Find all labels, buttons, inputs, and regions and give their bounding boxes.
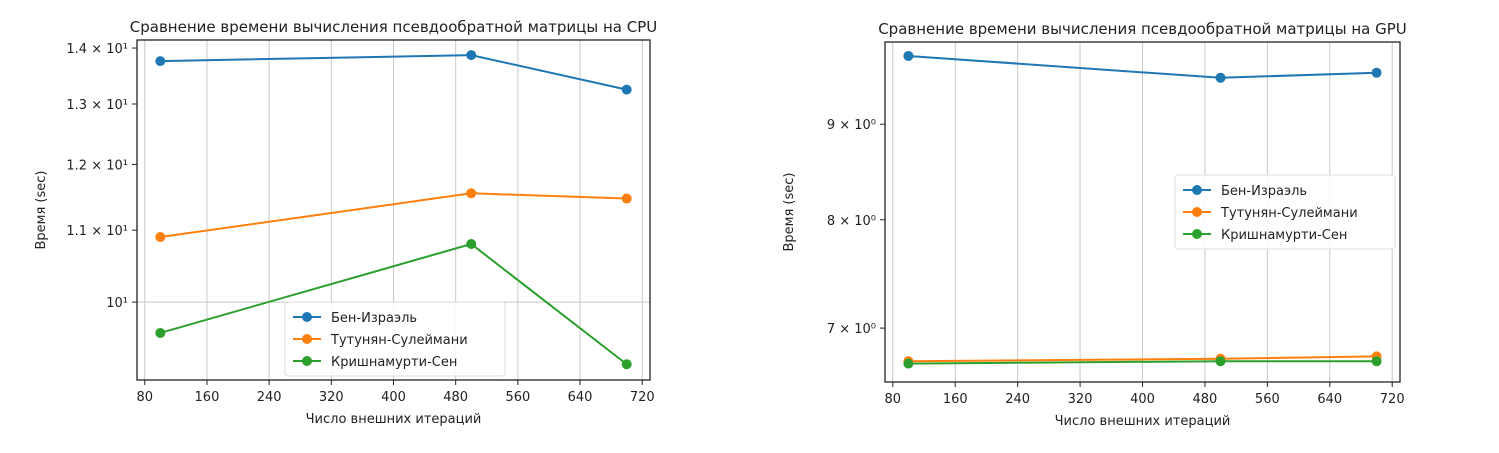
legend: Бен-Израэль Тутунян-Сулеймани Кришнамурти-… [284, 301, 506, 377]
data-point [466, 239, 477, 250]
x-tick-label: 480 [443, 390, 468, 405]
chart-gpu: 80 160 240 320 400 480 560 640 720 9 × 10⁰ 8 × 10⁰… [782, 20, 1407, 429]
legend-label: Бен-Израэль [1221, 184, 1307, 199]
legend-box [1174, 174, 1396, 250]
data-point [903, 50, 914, 61]
chart-title: Сравнение времени вычисления псевдообрат… [130, 18, 657, 36]
data-point [1371, 67, 1382, 78]
legend-dot-marker [1192, 185, 1202, 195]
x-tick-label: 160 [943, 392, 968, 407]
y-tick-label: 10¹ [106, 296, 128, 311]
data-point [466, 188, 477, 199]
legend-box [284, 301, 506, 377]
legend-label: Кришнамурти-Сен [1221, 228, 1347, 243]
data-point [1371, 356, 1382, 367]
x-tick-label: 320 [1068, 392, 1093, 407]
data-point [155, 232, 166, 243]
y-tick-label: 1.2 × 10¹ [66, 158, 128, 173]
legend-dot-marker [302, 334, 312, 344]
data-point [621, 193, 632, 204]
x-axis-label: Число внешних итераций [1055, 414, 1231, 429]
x-tick-label: 80 [136, 390, 153, 405]
data-point [903, 358, 914, 369]
legend-label: Бен-Израэль [331, 311, 417, 326]
x-tick-label: 400 [381, 390, 406, 405]
data-point [621, 84, 632, 95]
legend: Бен-Израэль Тутунян-Сулеймани Кришнамурти-… [1174, 174, 1396, 250]
x-tick-label: 320 [319, 390, 344, 405]
y-tick-label: 7 × 10⁰ [827, 322, 876, 337]
data-point [155, 56, 166, 67]
data-point [155, 327, 166, 338]
chart-title: Сравнение времени вычисления псевдообрат… [878, 20, 1407, 38]
plot-frame [136, 39, 651, 381]
y-tick-label: 8 × 10⁰ [827, 214, 876, 229]
legend-dot-marker [1192, 207, 1202, 217]
legend-dot-marker [1192, 229, 1202, 239]
x-tick-label: 240 [257, 390, 282, 405]
y-axis-label: Время (sec) [34, 171, 49, 250]
x-tick-label: 720 [1380, 392, 1405, 407]
x-tick-label: 640 [568, 390, 593, 405]
plot-frame [884, 41, 1401, 383]
x-tick-label: 480 [1193, 392, 1218, 407]
x-tick-label: 80 [885, 392, 902, 407]
y-tick-label: 1.4 × 10¹ [66, 42, 128, 57]
data-point [466, 50, 477, 61]
x-tick-label: 720 [630, 390, 655, 405]
x-tick-label: 560 [1255, 392, 1280, 407]
x-tick-label: 560 [505, 390, 530, 405]
legend-label: Кришнамурти-Сен [331, 355, 457, 370]
x-axis-label: Число внешних итераций [306, 412, 482, 427]
x-tick-label: 240 [1005, 392, 1030, 407]
data-point [1215, 72, 1226, 83]
y-tick-label: 1.1 × 10¹ [66, 224, 128, 239]
data-point [621, 359, 632, 370]
y-tick-label: 1.3 × 10¹ [66, 98, 128, 113]
data-point [1215, 356, 1226, 367]
chart-cpu: 80 160 240 320 400 480 560 640 720 1.4 × 10¹ 1.3 ×… [34, 18, 657, 427]
x-tick-label: 160 [195, 390, 220, 405]
y-tick-label: 9 × 10⁰ [827, 118, 876, 133]
legend-dot-marker [302, 356, 312, 366]
x-tick-label: 640 [1317, 392, 1342, 407]
legend-label: Тутунян-Сулеймани [330, 333, 468, 348]
legend-label: Тутунян-Сулеймани [1220, 206, 1358, 221]
legend-dot-marker [302, 312, 312, 322]
y-axis-label: Время (sec) [782, 173, 797, 252]
x-tick-label: 400 [1130, 392, 1155, 407]
